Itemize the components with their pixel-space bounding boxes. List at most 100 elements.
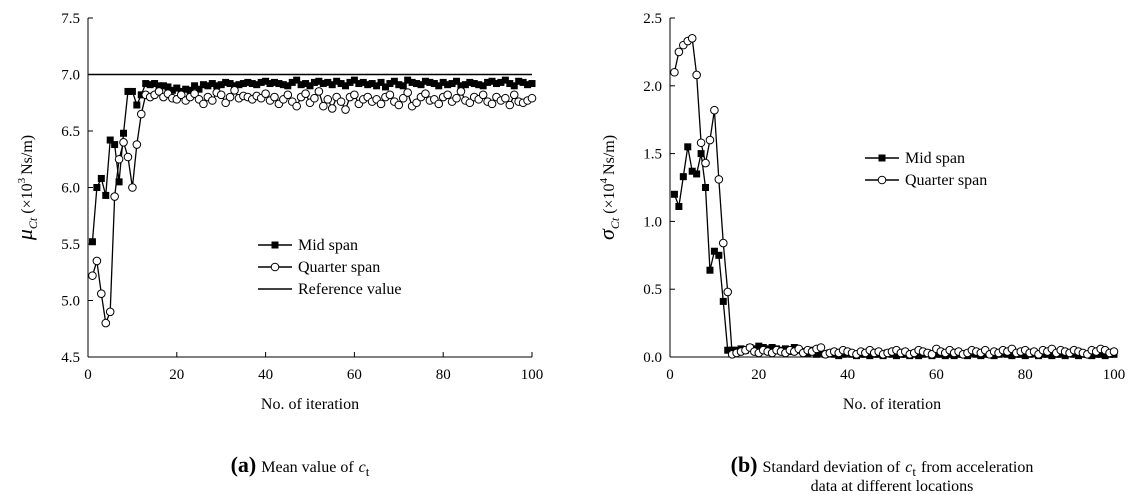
marker-square <box>137 91 145 99</box>
marker-square <box>271 241 279 249</box>
y-axis-label: μCt (×103 Ns/m) <box>12 135 40 241</box>
marker-square <box>417 81 425 89</box>
marker-square <box>448 80 456 88</box>
y-tick-label: 6.5 <box>61 124 80 140</box>
marker-square <box>710 247 718 255</box>
marker-circle <box>412 98 421 108</box>
marker-square <box>404 76 412 84</box>
marker-circle <box>527 93 537 103</box>
marker-square <box>497 78 505 86</box>
marker-circle <box>176 90 186 100</box>
caption-tag: (b) <box>731 452 758 477</box>
marker-square <box>768 344 776 352</box>
y-label-symbol: σ <box>594 228 619 240</box>
marker-square <box>217 81 225 89</box>
marker-circle <box>114 154 124 164</box>
marker-square <box>484 78 492 86</box>
marker-circle <box>283 90 293 100</box>
marker-square <box>284 82 292 90</box>
y-tick-label: 7.0 <box>61 68 80 84</box>
caption-var: c <box>905 459 912 476</box>
marker-square <box>430 80 438 88</box>
marker-square <box>297 81 305 89</box>
marker-square <box>253 81 261 89</box>
marker-square <box>377 78 385 86</box>
series-line <box>673 37 1115 356</box>
marker-circle <box>132 140 142 149</box>
legend-label: Quarter span <box>298 259 380 276</box>
x-tick-label: 20 <box>169 367 184 383</box>
marker-circle <box>1109 347 1119 356</box>
marker-circle <box>341 105 350 114</box>
marker-circle <box>292 101 301 111</box>
marker-circle <box>319 101 328 111</box>
marker-square <box>381 83 389 91</box>
marker-square <box>359 78 367 86</box>
marker-circle <box>705 135 715 145</box>
marker-circle <box>310 93 319 103</box>
caption: (a) Mean value of ct <box>231 452 370 479</box>
caption-sub: t <box>366 464 370 479</box>
marker-circle <box>403 88 412 97</box>
marker-square <box>275 80 283 88</box>
marker-square <box>355 80 363 88</box>
marker-square <box>266 80 274 88</box>
marker-square <box>106 136 114 144</box>
marker-circle <box>421 89 430 99</box>
marker-square <box>204 82 212 90</box>
marker-circle <box>119 138 128 147</box>
marker-square <box>288 78 296 86</box>
marker-square <box>337 80 345 88</box>
marker-square <box>164 83 172 91</box>
marker-square <box>679 173 687 181</box>
marker-square <box>182 85 190 93</box>
marker-circle <box>434 99 444 109</box>
marker-square <box>444 81 452 89</box>
marker-square <box>492 80 500 88</box>
marker-square <box>878 154 886 162</box>
marker-square <box>270 78 278 86</box>
x-tick-label: 0 <box>84 367 92 383</box>
marker-square <box>168 86 176 94</box>
marker-square <box>715 251 723 259</box>
marker-square <box>395 81 403 89</box>
marker-square <box>675 202 683 210</box>
marker-circle <box>927 349 937 359</box>
marker-circle <box>88 271 97 280</box>
y-label-unit: Ns/m) <box>19 135 36 175</box>
marker-square <box>892 352 900 360</box>
marker-circle <box>394 100 404 110</box>
marker-circle <box>128 183 137 192</box>
marker-circle <box>123 152 133 162</box>
x-tick-label: 80 <box>436 367 451 383</box>
marker-square <box>755 342 763 350</box>
marker-square <box>159 82 167 90</box>
marker-square <box>506 80 514 88</box>
marker-circle <box>687 34 697 43</box>
caption-line2: data at different locations <box>811 478 974 494</box>
marker-circle <box>110 192 119 201</box>
y-label-exponent: 4 <box>598 177 610 183</box>
marker-square <box>231 82 239 90</box>
marker-circle <box>225 92 235 102</box>
marker-square <box>461 81 469 89</box>
marker-square <box>155 82 163 90</box>
marker-circle <box>336 97 346 106</box>
marker-circle <box>509 90 519 100</box>
y-tick-label: 0.0 <box>643 350 662 366</box>
marker-square <box>915 352 923 360</box>
marker-square <box>257 78 265 86</box>
marker-square <box>932 350 940 358</box>
chart-panel: 0.0 0.5 1.0 1.5 2.0 2.5 0 20 40 60 80 100 No. of ite… <box>594 11 1125 494</box>
marker-square <box>115 178 123 186</box>
caption-text: Mean value of <box>261 459 354 476</box>
marker-square <box>208 80 216 88</box>
x-tick-label: 20 <box>751 367 766 383</box>
marker-circle <box>154 87 164 96</box>
x-tick-label: 0 <box>666 367 674 383</box>
marker-circle <box>710 105 719 115</box>
marker-square <box>235 81 243 89</box>
marker-square <box>408 78 416 86</box>
marker-square <box>1097 350 1105 358</box>
marker-square <box>479 82 487 90</box>
